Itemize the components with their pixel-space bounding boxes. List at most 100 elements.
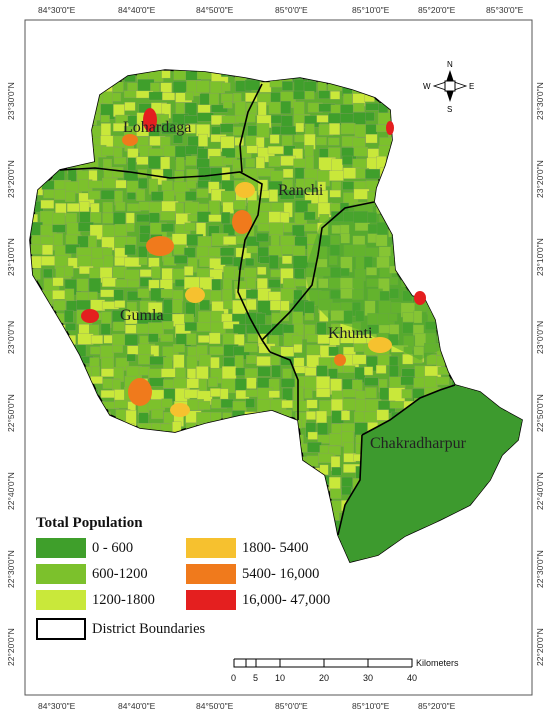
legend-swatch <box>36 590 86 610</box>
village-patch <box>305 155 314 171</box>
village-patch <box>124 257 142 267</box>
village-patch <box>439 288 457 303</box>
village-patch <box>436 234 454 247</box>
village-patch <box>438 269 452 283</box>
village-patch <box>30 302 44 317</box>
village-patch <box>40 199 55 209</box>
village-patch <box>148 257 160 268</box>
village-patch <box>89 421 106 431</box>
village-patch <box>102 444 114 455</box>
village-patch <box>436 376 450 385</box>
village-patch <box>65 323 76 331</box>
village-patch <box>113 104 125 117</box>
village-patch <box>209 422 223 438</box>
village-patch <box>379 167 397 181</box>
village-patch <box>43 70 57 79</box>
village-patch <box>64 454 81 464</box>
village-patch <box>280 488 297 503</box>
village-patch <box>485 158 500 167</box>
village-patch <box>268 279 281 288</box>
village-patch <box>486 181 502 195</box>
village-patch <box>329 170 344 181</box>
village-patch <box>342 389 358 398</box>
village-patch <box>209 346 226 356</box>
village-patch <box>400 115 412 129</box>
village-patch <box>379 92 394 102</box>
village-patch <box>115 464 125 476</box>
scale-tick-label: 40 <box>407 673 417 683</box>
village-patch <box>498 530 513 544</box>
village-patch <box>497 566 505 581</box>
village-patch <box>40 355 50 365</box>
left-tick-label: 23°10'0"N <box>6 238 16 276</box>
village-patch <box>519 90 522 104</box>
village-patch <box>499 377 515 392</box>
scale-tick-label: 20 <box>319 673 329 683</box>
village-patch <box>523 333 532 348</box>
village-patch <box>413 192 423 207</box>
village-patch <box>474 268 492 284</box>
village-patch <box>185 155 197 166</box>
village-patch <box>147 488 162 498</box>
village-patch <box>30 388 40 404</box>
right-coordinate-labels: 23°30'0"N 23°20'0"N 23°10'0"N 23°0'0"N 2… <box>535 82 545 666</box>
village-patch <box>473 178 485 192</box>
village-patch <box>139 269 154 277</box>
village-patch <box>415 224 426 239</box>
hotspot-yellow <box>170 403 190 417</box>
village-patch <box>365 112 375 122</box>
village-patch <box>150 476 164 486</box>
village-patch <box>316 115 330 123</box>
legend-title: Total Population <box>36 515 143 531</box>
village-patch <box>484 91 495 104</box>
village-patch <box>139 233 150 243</box>
village-patch <box>115 500 126 512</box>
village-patch <box>162 92 175 101</box>
village-patch <box>521 134 522 145</box>
village-patch <box>63 498 79 512</box>
village-patch <box>243 343 258 353</box>
village-patch <box>523 477 535 488</box>
village-patch <box>463 321 474 334</box>
village-patch <box>279 189 295 200</box>
village-patch <box>426 167 439 177</box>
village-patch <box>138 257 148 266</box>
village-patch <box>495 102 509 119</box>
chakradharpur-region <box>338 385 522 562</box>
village-patch <box>401 211 416 227</box>
village-patch <box>508 464 519 478</box>
legend-label: 0 - 600 <box>92 539 134 556</box>
village-patch <box>233 200 246 210</box>
village-patch <box>30 456 39 469</box>
top-tick-label: 85°30'0"E <box>486 5 524 15</box>
village-patch <box>208 453 222 464</box>
village-patch <box>463 70 477 79</box>
village-patch <box>508 488 522 501</box>
village-patch <box>52 465 65 476</box>
village-patch <box>496 543 511 560</box>
village-patch <box>258 453 272 468</box>
boundary-gumla <box>59 167 271 353</box>
village-patch <box>173 454 185 469</box>
village-patch <box>353 146 368 157</box>
village-patch <box>484 213 494 229</box>
village-patch <box>30 420 42 431</box>
right-tick-label: 22°40'0"N <box>535 472 545 510</box>
legend-item: 600-1200 <box>36 564 186 584</box>
village-patch <box>523 356 532 366</box>
bottom-tick-label: 85°10'0"E <box>352 701 390 711</box>
village-patch <box>436 355 446 367</box>
village-patch <box>471 356 485 366</box>
village-patch <box>55 365 69 380</box>
village-patch <box>463 169 475 185</box>
village-patch <box>436 543 449 555</box>
village-patch <box>77 90 90 99</box>
village-patch <box>463 115 473 125</box>
village-patch <box>160 156 171 171</box>
village-patch <box>160 333 174 342</box>
village-patch <box>270 355 280 366</box>
village-patch <box>67 432 78 445</box>
village-patch <box>388 555 405 562</box>
village-patch <box>496 521 509 538</box>
village-patch <box>451 93 461 102</box>
